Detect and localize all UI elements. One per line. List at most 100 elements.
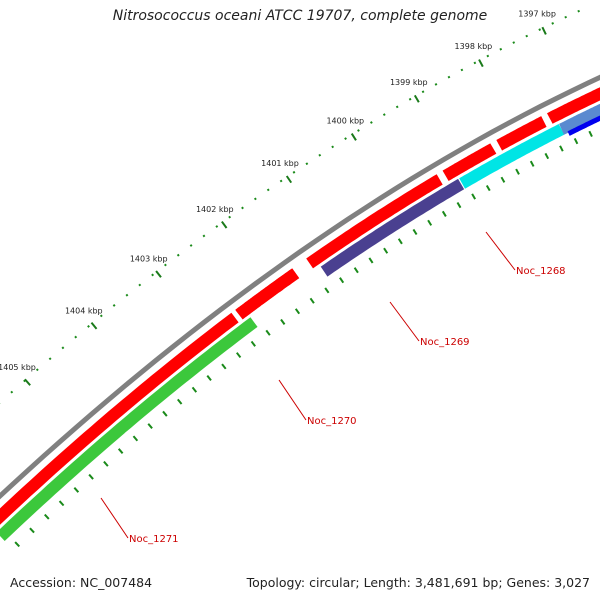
inner-tick	[573, 137, 579, 145]
inner-tick	[280, 318, 286, 325]
ruler-tick-label: 1403 kbp	[130, 255, 168, 264]
ruler-major-tick	[24, 378, 31, 386]
ruler-minor-tick	[112, 304, 116, 307]
ruler-minor-tick	[266, 188, 270, 192]
ruler-minor-tick	[189, 244, 193, 247]
ruler-tick-label: 1397 kbp	[518, 9, 556, 18]
ruler-minor-tick	[48, 357, 52, 361]
inner-tick	[397, 238, 403, 245]
gene-feature-noc_1270	[235, 268, 300, 320]
inner-tick	[353, 267, 359, 274]
ruler-minor-tick	[538, 28, 542, 31]
ruler-major-tick	[478, 59, 484, 68]
inner-tick	[176, 398, 183, 405]
forward-cds-segment	[0, 312, 239, 525]
map-title: Nitrosococcus oceani ATCC 19707, complet…	[112, 8, 488, 24]
ruler-minor-tick	[125, 293, 129, 297]
forward-cds-segment	[547, 87, 600, 124]
ruler-minor-tick	[74, 335, 78, 339]
inner-tick	[383, 247, 389, 254]
ruler-tick-label: 1400 kbp	[326, 116, 364, 125]
ruler-minor-tick	[318, 153, 322, 157]
inner-tick	[14, 541, 21, 548]
inner-tick	[162, 410, 168, 417]
ruler-tick-label: 1405 kbp	[0, 363, 36, 372]
forward-cds-segment	[442, 143, 497, 181]
ruler-minor-tick	[357, 129, 360, 132]
inner-tick	[339, 277, 345, 284]
forward-cds-segment	[496, 116, 547, 151]
ruler-minor-tick	[215, 225, 219, 228]
inner-tick	[191, 386, 198, 393]
inner-tick	[441, 210, 447, 217]
ruler-minor-tick	[292, 170, 296, 174]
ruler-tick-label: 1402 kbp	[196, 205, 234, 214]
inner-tick	[368, 257, 374, 264]
ruler-major-tick	[285, 175, 293, 184]
feature-steelblue	[559, 103, 600, 135]
inner-tick	[29, 527, 35, 534]
ruler-minor-tick	[138, 283, 142, 287]
inner-tick	[309, 297, 315, 304]
ruler-major-tick	[541, 26, 547, 35]
ruler-minor-tick	[395, 105, 399, 109]
inner-tick	[294, 308, 301, 315]
ruler-minor-tick	[382, 113, 386, 117]
ruler-minor-tick	[176, 253, 180, 257]
ruler-minor-tick	[331, 145, 335, 149]
ruler-minor-tick	[99, 314, 103, 318]
gene-label-noc_1269: Noc_1269	[420, 337, 470, 348]
inner-tick	[529, 160, 535, 167]
inner-tick	[471, 193, 477, 200]
ruler-minor-tick	[369, 121, 373, 124]
ruler-minor-tick	[10, 390, 14, 394]
ruler-minor-tick	[434, 82, 438, 86]
inner-tick	[58, 500, 65, 507]
gene-feature-noc_1269	[320, 178, 465, 277]
ruler-minor-tick	[202, 234, 206, 238]
inner-tick	[117, 448, 124, 454]
gene-label-noc_1270: Noc_1270	[307, 416, 357, 427]
inner-tick	[588, 130, 593, 137]
ruler-major-tick	[221, 220, 228, 229]
ruler-minor-tick	[164, 263, 167, 267]
inner-tick	[324, 287, 330, 294]
forward-cds-segment	[306, 174, 443, 269]
inner-tick	[73, 487, 80, 493]
inner-tick	[250, 340, 256, 347]
ruler-major-tick	[155, 270, 162, 278]
ruler-minor-tick	[151, 273, 154, 277]
inner-tick	[265, 329, 271, 336]
ruler-minor-tick	[512, 41, 516, 44]
ruler-minor-tick	[525, 34, 529, 38]
ruler-tick-label: 1401 kbp	[261, 159, 299, 168]
ruler-tick-label: 1399 kbp	[390, 78, 428, 87]
inner-tick	[147, 423, 153, 429]
gene-label-noc_1268: Noc_1268	[516, 266, 566, 277]
inner-tick	[235, 352, 242, 359]
ruler-minor-tick	[421, 90, 425, 94]
inner-tick	[456, 202, 462, 209]
genome-summary-text: Topology: circular; Length: 3,481,691 bp…	[246, 575, 590, 590]
inner-tick	[544, 152, 550, 160]
ruler-minor-tick	[253, 197, 257, 201]
inner-tick	[221, 363, 227, 370]
ruler-minor-tick	[408, 97, 412, 101]
ruler-minor-tick	[279, 179, 283, 183]
ruler-minor-tick	[305, 162, 309, 166]
inner-tick	[206, 375, 212, 381]
feature-blue	[567, 115, 600, 136]
ruler-tick-label: 1398 kbp	[455, 42, 493, 51]
inner-tick	[500, 176, 506, 183]
gene-leader-line	[278, 379, 307, 421]
ruler-minor-tick	[473, 61, 477, 65]
ruler-minor-tick	[486, 54, 490, 58]
ruler-major-tick	[413, 94, 420, 103]
gene-leader-line	[100, 497, 129, 539]
ruler-tick-label: 1404 kbp	[65, 306, 103, 315]
gene-feature-noc_1271	[0, 317, 258, 541]
gene-label-noc_1271: Noc_1271	[129, 534, 179, 545]
ruler-minor-tick	[344, 137, 347, 140]
inner-tick	[103, 460, 109, 467]
